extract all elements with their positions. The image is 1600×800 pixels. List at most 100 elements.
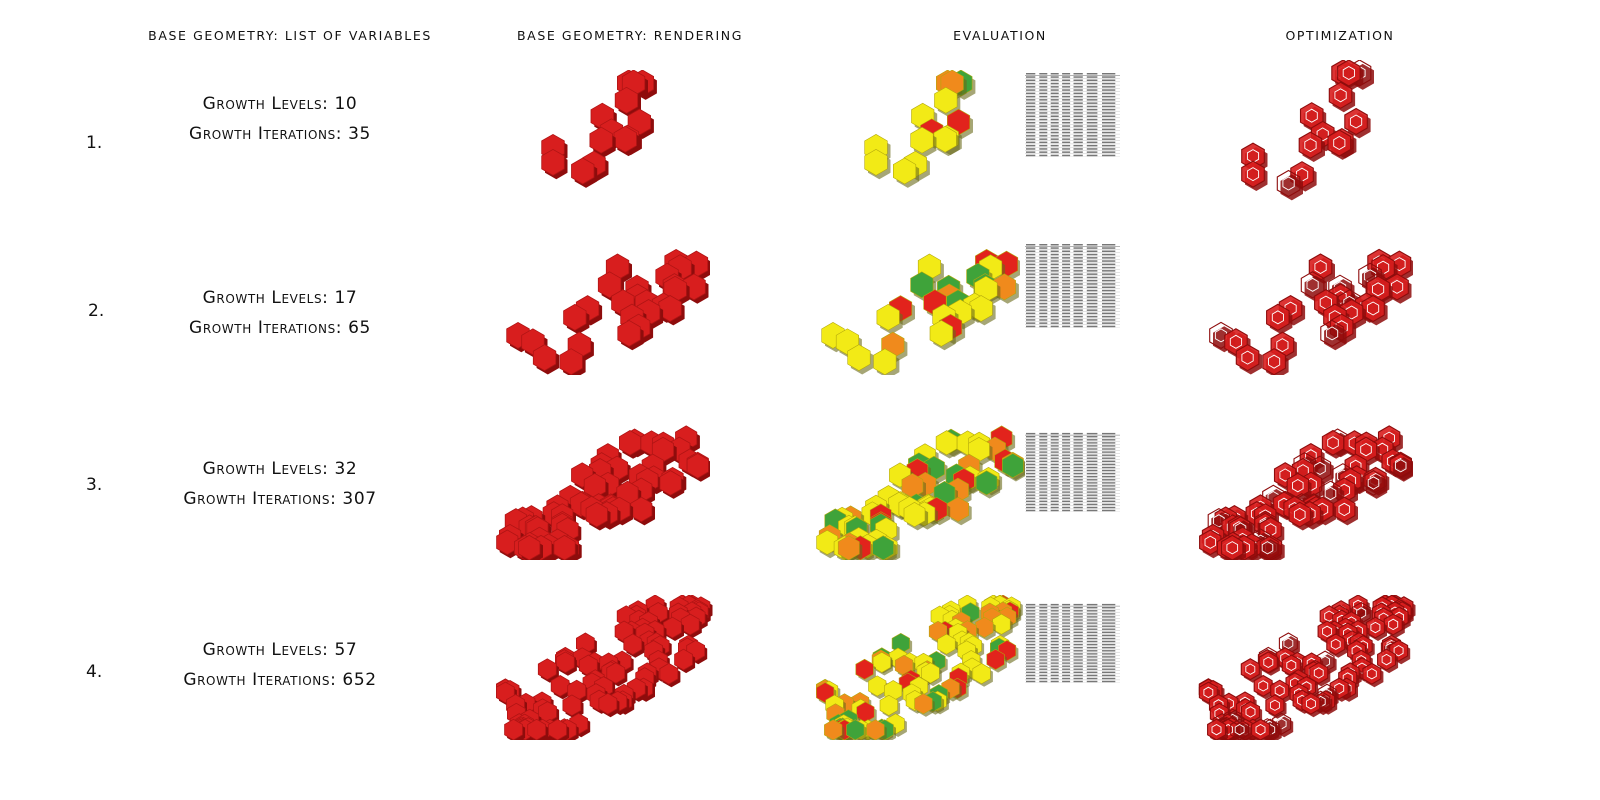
table-cell bbox=[1102, 302, 1116, 305]
table-cell bbox=[1026, 634, 1036, 637]
table-cell bbox=[1039, 671, 1048, 673]
table-cell bbox=[1086, 263, 1098, 266]
table-cell bbox=[1086, 286, 1098, 288]
cell-face bbox=[1240, 658, 1260, 681]
cell-opening bbox=[1276, 338, 1289, 353]
table-cell bbox=[1039, 279, 1048, 282]
table-cell bbox=[1062, 466, 1071, 469]
table-cell bbox=[1039, 469, 1048, 472]
table-cell bbox=[1102, 315, 1116, 318]
cell-opening bbox=[1324, 610, 1335, 622]
table-cell bbox=[1073, 266, 1083, 269]
eval-graphic bbox=[816, 595, 1023, 740]
cell-face bbox=[1301, 692, 1321, 715]
table-cell bbox=[1062, 432, 1071, 435]
table-cell bbox=[1086, 662, 1098, 664]
table-cell bbox=[1039, 319, 1048, 321]
table-cell bbox=[1039, 491, 1048, 493]
cell-face bbox=[1288, 501, 1311, 528]
table-cell bbox=[1050, 463, 1059, 466]
table-cell bbox=[1073, 299, 1083, 302]
table-cell bbox=[1050, 653, 1059, 655]
cell-face bbox=[1251, 718, 1271, 740]
table-cell bbox=[1086, 650, 1098, 652]
table-cell bbox=[1026, 131, 1036, 134]
table-cell bbox=[1039, 244, 1048, 246]
table-cell bbox=[1050, 432, 1059, 435]
table-cell bbox=[1062, 506, 1071, 509]
table-cell bbox=[1039, 656, 1048, 658]
table-cell bbox=[1086, 154, 1098, 157]
table-cell bbox=[1086, 631, 1098, 633]
table-cell bbox=[1086, 442, 1098, 444]
cell-face bbox=[563, 303, 587, 331]
cell-opening bbox=[1203, 686, 1214, 699]
table-cell bbox=[1086, 115, 1098, 117]
table-cell bbox=[1086, 479, 1098, 481]
table-cell bbox=[1086, 253, 1098, 256]
opt-graphic bbox=[1199, 425, 1413, 560]
table-cell bbox=[1086, 144, 1098, 147]
table-cell bbox=[1026, 115, 1036, 117]
table-cell bbox=[1086, 148, 1098, 150]
table-cell bbox=[1039, 76, 1048, 78]
table-cell bbox=[1073, 442, 1083, 444]
cell-face bbox=[1221, 534, 1244, 560]
table-cell bbox=[1102, 266, 1116, 269]
table-cell bbox=[1086, 128, 1098, 131]
table-cell bbox=[1026, 653, 1036, 655]
table-cell bbox=[1050, 315, 1059, 318]
table-cell bbox=[1026, 622, 1036, 624]
table-cell bbox=[1026, 439, 1036, 441]
table-cell bbox=[1102, 662, 1116, 664]
table-cell bbox=[1073, 653, 1083, 655]
evaluation-figure-3 bbox=[815, 425, 1025, 560]
optimization-figure-3 bbox=[1198, 425, 1413, 560]
table-cell bbox=[1073, 309, 1083, 311]
table-cell bbox=[1026, 509, 1036, 512]
table-cell bbox=[1073, 677, 1083, 680]
table-cell bbox=[1026, 263, 1036, 266]
table-graphic bbox=[1025, 432, 1120, 512]
table-cell bbox=[1102, 628, 1116, 630]
evaluation-table-3 bbox=[1025, 432, 1120, 512]
table-cell bbox=[1086, 260, 1098, 262]
table-cell bbox=[1026, 616, 1036, 618]
table-cell bbox=[1073, 76, 1083, 78]
table-cell bbox=[1050, 105, 1059, 108]
table-cell bbox=[1102, 494, 1116, 496]
cell-opening bbox=[1334, 88, 1347, 103]
rendering-figure-1 bbox=[540, 70, 670, 190]
table-cell bbox=[1086, 637, 1098, 640]
cell-shadow bbox=[1366, 474, 1388, 499]
table-cell bbox=[1102, 476, 1116, 478]
table-cell bbox=[1062, 108, 1071, 111]
table-cell bbox=[1073, 79, 1083, 81]
table-cell bbox=[1102, 260, 1116, 262]
table-cell bbox=[1050, 640, 1059, 643]
cell-face bbox=[589, 126, 613, 154]
table-cell bbox=[1102, 622, 1116, 624]
table-cell bbox=[1026, 613, 1036, 615]
table-cell bbox=[1062, 665, 1071, 667]
cell-face bbox=[1327, 129, 1352, 157]
table-cell bbox=[1039, 79, 1048, 81]
cell-face bbox=[975, 470, 998, 496]
cell-face bbox=[1209, 321, 1233, 350]
table-cell bbox=[1086, 671, 1098, 673]
table-cell bbox=[1073, 616, 1083, 618]
table-cell bbox=[1086, 299, 1098, 302]
table-cell bbox=[1050, 128, 1059, 131]
table-cell bbox=[1050, 491, 1059, 493]
cell-face bbox=[559, 348, 583, 375]
table-cell bbox=[1062, 122, 1071, 124]
cell-opening bbox=[1269, 699, 1280, 711]
cell-face bbox=[1235, 343, 1260, 372]
table-cell bbox=[1026, 643, 1036, 646]
growth-levels-4: Growth Levels: 57 bbox=[202, 640, 358, 660]
cell-face bbox=[1344, 107, 1368, 136]
table-cell bbox=[1062, 616, 1071, 618]
table-cell bbox=[1073, 637, 1083, 640]
table-cell bbox=[1086, 82, 1098, 85]
cell-opening bbox=[1390, 279, 1404, 294]
